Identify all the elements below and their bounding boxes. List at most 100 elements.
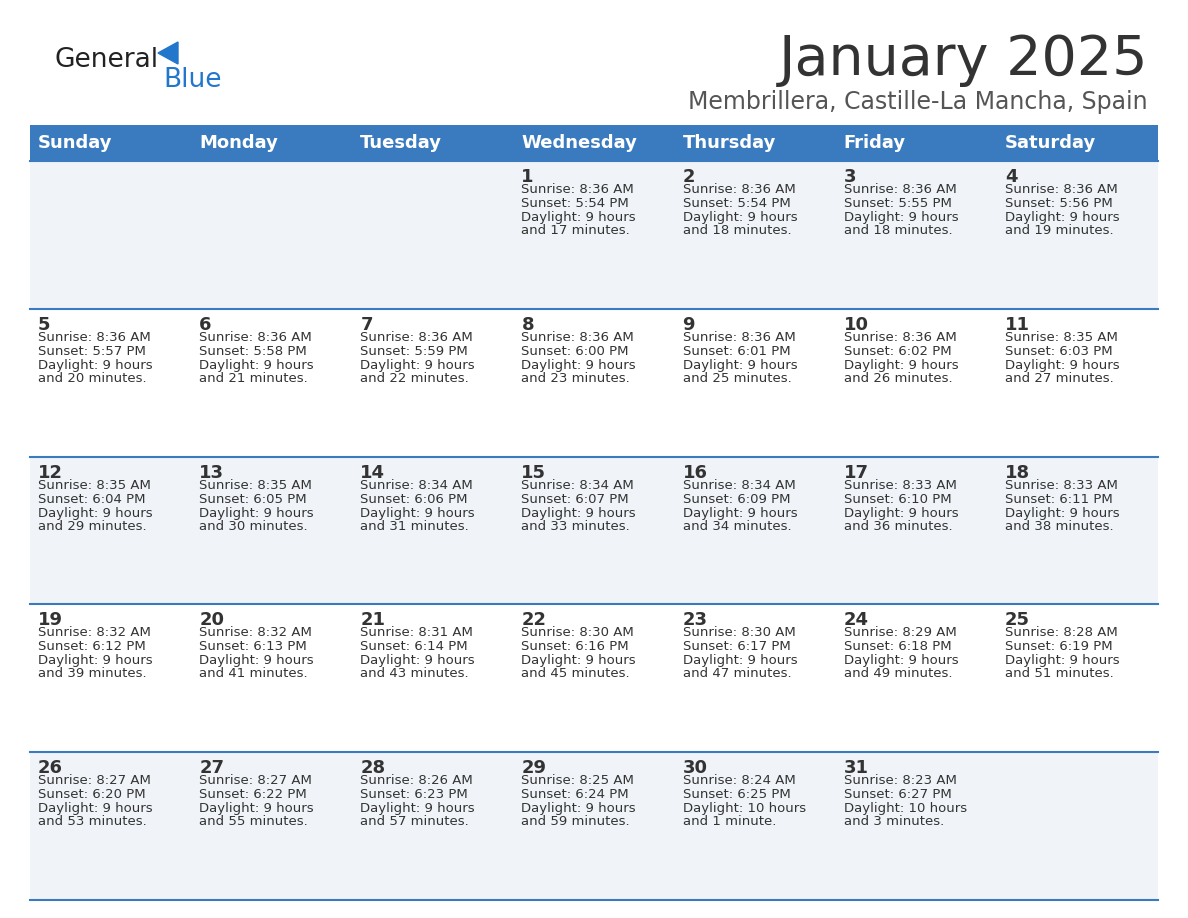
Text: Sunrise: 8:32 AM: Sunrise: 8:32 AM — [38, 626, 151, 640]
Text: Sunset: 6:27 PM: Sunset: 6:27 PM — [843, 789, 952, 801]
Text: and 22 minutes.: and 22 minutes. — [360, 372, 469, 385]
Text: Daylight: 9 hours: Daylight: 9 hours — [200, 359, 314, 372]
Text: Sunset: 6:01 PM: Sunset: 6:01 PM — [683, 345, 790, 358]
Text: 20: 20 — [200, 611, 225, 630]
Text: 26: 26 — [38, 759, 63, 778]
Text: Sunset: 6:10 PM: Sunset: 6:10 PM — [843, 493, 952, 506]
Text: Daylight: 9 hours: Daylight: 9 hours — [683, 359, 797, 372]
Text: Sunset: 6:14 PM: Sunset: 6:14 PM — [360, 641, 468, 654]
Text: and 31 minutes.: and 31 minutes. — [360, 520, 469, 532]
Text: 25: 25 — [1005, 611, 1030, 630]
Text: and 25 minutes.: and 25 minutes. — [683, 372, 791, 385]
Text: Daylight: 9 hours: Daylight: 9 hours — [200, 655, 314, 667]
Text: and 26 minutes.: and 26 minutes. — [843, 372, 953, 385]
Text: Sunrise: 8:36 AM: Sunrise: 8:36 AM — [522, 183, 634, 196]
Text: and 21 minutes.: and 21 minutes. — [200, 372, 308, 385]
Text: Sunrise: 8:36 AM: Sunrise: 8:36 AM — [683, 330, 795, 344]
Text: Sunset: 5:59 PM: Sunset: 5:59 PM — [360, 345, 468, 358]
Bar — [30, 161, 1158, 308]
Text: Daylight: 9 hours: Daylight: 9 hours — [522, 655, 636, 667]
Text: Sunset: 5:55 PM: Sunset: 5:55 PM — [843, 197, 952, 210]
Text: and 33 minutes.: and 33 minutes. — [522, 520, 630, 532]
Text: 27: 27 — [200, 759, 225, 778]
Text: 3: 3 — [843, 168, 857, 186]
Text: Daylight: 9 hours: Daylight: 9 hours — [683, 507, 797, 520]
Text: and 53 minutes.: and 53 minutes. — [38, 815, 147, 828]
Text: Sunset: 6:06 PM: Sunset: 6:06 PM — [360, 493, 468, 506]
Text: Sunrise: 8:35 AM: Sunrise: 8:35 AM — [200, 478, 312, 492]
Text: Tuesday: Tuesday — [360, 134, 442, 152]
Text: 11: 11 — [1005, 316, 1030, 334]
Text: Daylight: 9 hours: Daylight: 9 hours — [200, 507, 314, 520]
Text: Sunset: 6:22 PM: Sunset: 6:22 PM — [200, 789, 307, 801]
Text: Sunrise: 8:36 AM: Sunrise: 8:36 AM — [360, 330, 473, 344]
Text: Daylight: 10 hours: Daylight: 10 hours — [683, 802, 805, 815]
Text: Daylight: 9 hours: Daylight: 9 hours — [1005, 507, 1119, 520]
Text: Daylight: 9 hours: Daylight: 9 hours — [843, 359, 959, 372]
Text: 30: 30 — [683, 759, 708, 778]
Text: Wednesday: Wednesday — [522, 134, 637, 152]
Text: and 55 minutes.: and 55 minutes. — [200, 815, 308, 828]
Text: Sunrise: 8:36 AM: Sunrise: 8:36 AM — [522, 330, 634, 344]
Bar — [30, 752, 1158, 900]
Text: Daylight: 9 hours: Daylight: 9 hours — [843, 211, 959, 224]
Text: 28: 28 — [360, 759, 385, 778]
Text: and 36 minutes.: and 36 minutes. — [843, 520, 953, 532]
Text: and 20 minutes.: and 20 minutes. — [38, 372, 146, 385]
Text: and 30 minutes.: and 30 minutes. — [200, 520, 308, 532]
Text: Sunset: 6:04 PM: Sunset: 6:04 PM — [38, 493, 145, 506]
Text: 24: 24 — [843, 611, 868, 630]
Text: Sunrise: 8:34 AM: Sunrise: 8:34 AM — [522, 478, 634, 492]
Text: Daylight: 10 hours: Daylight: 10 hours — [843, 802, 967, 815]
Text: and 19 minutes.: and 19 minutes. — [1005, 224, 1113, 237]
Text: Sunset: 6:16 PM: Sunset: 6:16 PM — [522, 641, 630, 654]
Text: Daylight: 9 hours: Daylight: 9 hours — [38, 802, 152, 815]
Text: Daylight: 9 hours: Daylight: 9 hours — [1005, 211, 1119, 224]
Text: 1: 1 — [522, 168, 533, 186]
Text: 10: 10 — [843, 316, 868, 334]
Text: Sunset: 6:03 PM: Sunset: 6:03 PM — [1005, 345, 1112, 358]
Text: 18: 18 — [1005, 464, 1030, 482]
Text: Sunrise: 8:36 AM: Sunrise: 8:36 AM — [683, 183, 795, 196]
Text: 19: 19 — [38, 611, 63, 630]
Text: 2: 2 — [683, 168, 695, 186]
Text: Daylight: 9 hours: Daylight: 9 hours — [683, 655, 797, 667]
Text: 9: 9 — [683, 316, 695, 334]
Text: Sunrise: 8:36 AM: Sunrise: 8:36 AM — [200, 330, 312, 344]
Text: 17: 17 — [843, 464, 868, 482]
Text: Sunrise: 8:36 AM: Sunrise: 8:36 AM — [843, 183, 956, 196]
Text: Sunrise: 8:35 AM: Sunrise: 8:35 AM — [1005, 330, 1118, 344]
Text: and 17 minutes.: and 17 minutes. — [522, 224, 630, 237]
Text: Sunrise: 8:36 AM: Sunrise: 8:36 AM — [38, 330, 151, 344]
Text: Daylight: 9 hours: Daylight: 9 hours — [38, 655, 152, 667]
Text: General: General — [55, 47, 159, 73]
Text: Sunrise: 8:30 AM: Sunrise: 8:30 AM — [522, 626, 634, 640]
Text: Daylight: 9 hours: Daylight: 9 hours — [522, 359, 636, 372]
Text: 14: 14 — [360, 464, 385, 482]
Text: Daylight: 9 hours: Daylight: 9 hours — [683, 211, 797, 224]
Text: and 45 minutes.: and 45 minutes. — [522, 667, 630, 680]
Text: Sunset: 5:56 PM: Sunset: 5:56 PM — [1005, 197, 1113, 210]
Text: Sunrise: 8:32 AM: Sunrise: 8:32 AM — [200, 626, 312, 640]
Text: 21: 21 — [360, 611, 385, 630]
Text: and 49 minutes.: and 49 minutes. — [843, 667, 953, 680]
Text: Thursday: Thursday — [683, 134, 776, 152]
Text: January 2025: January 2025 — [778, 33, 1148, 87]
Text: 16: 16 — [683, 464, 708, 482]
Text: and 38 minutes.: and 38 minutes. — [1005, 520, 1113, 532]
Text: Daylight: 9 hours: Daylight: 9 hours — [360, 655, 475, 667]
Text: Sunrise: 8:23 AM: Sunrise: 8:23 AM — [843, 774, 956, 788]
Text: Daylight: 9 hours: Daylight: 9 hours — [38, 507, 152, 520]
Text: Sunrise: 8:34 AM: Sunrise: 8:34 AM — [683, 478, 795, 492]
Text: 7: 7 — [360, 316, 373, 334]
Bar — [30, 125, 1158, 161]
Text: Daylight: 9 hours: Daylight: 9 hours — [360, 359, 475, 372]
Text: Membrillera, Castille-La Mancha, Spain: Membrillera, Castille-La Mancha, Spain — [688, 90, 1148, 114]
Text: 29: 29 — [522, 759, 546, 778]
Text: Daylight: 9 hours: Daylight: 9 hours — [522, 211, 636, 224]
Text: Sunset: 6:12 PM: Sunset: 6:12 PM — [38, 641, 146, 654]
Text: Sunset: 5:54 PM: Sunset: 5:54 PM — [522, 197, 630, 210]
Text: and 18 minutes.: and 18 minutes. — [843, 224, 953, 237]
Text: and 43 minutes.: and 43 minutes. — [360, 667, 469, 680]
Text: and 18 minutes.: and 18 minutes. — [683, 224, 791, 237]
